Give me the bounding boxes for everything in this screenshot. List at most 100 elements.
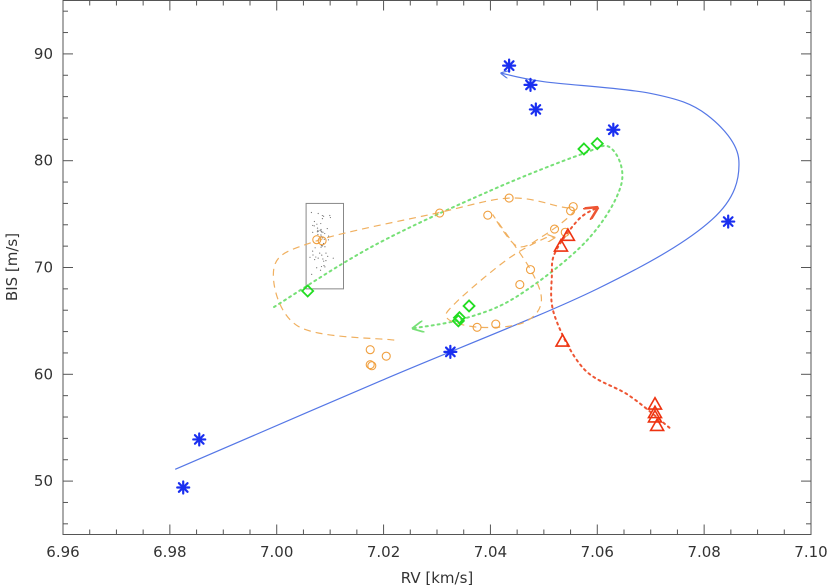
asterisk-marker: [502, 58, 517, 73]
triangle-marker: [553, 238, 569, 252]
scatter-dot: [317, 233, 319, 236]
diamonds-track: [273, 144, 624, 329]
x-axis: 6.96 6.98 7.00 7.02 7.04 7.06 7.08 7.10: [46, 0, 828, 561]
scatter-dot: [323, 260, 325, 262]
asterisk-marker: [443, 344, 458, 359]
scatter-dot: [316, 267, 318, 269]
scatter-dot: [312, 224, 314, 227]
x-tick-label: 7.10: [794, 543, 827, 561]
circle-marker: [504, 193, 514, 203]
circle-marker: [365, 360, 375, 370]
scatter-cloud: [309, 211, 334, 275]
scatter-dot: [323, 265, 325, 267]
scatter-dot: [322, 237, 324, 239]
x-tick-label: 7.02: [367, 543, 400, 561]
x-tick-label: 6.96: [46, 543, 79, 561]
scatter-dot: [314, 247, 316, 249]
circles-track: [272, 197, 575, 341]
x-tick-label: 7.08: [687, 543, 720, 561]
x-axis-title: RV [km/s]: [401, 569, 474, 587]
scatter-dot: [319, 229, 321, 231]
scatter-dot: [323, 238, 325, 240]
diamond-marker: [590, 136, 605, 151]
asterisk-marker: [721, 214, 736, 229]
triangle-marker: [647, 404, 663, 419]
triangle-marker: [560, 227, 576, 242]
scatter-dot: [313, 220, 315, 223]
scatter-dot: [320, 222, 322, 225]
scatter-dot: [322, 258, 324, 260]
diamond-marker: [300, 284, 315, 298]
y-tick-label: 50: [34, 472, 53, 490]
scatter-dot: [321, 214, 323, 217]
x-tick-label: 7.00: [260, 543, 293, 561]
circle-marker: [317, 236, 327, 246]
scatter-dot: [325, 260, 327, 262]
circle-marker: [568, 202, 578, 212]
y-tick-label: 80: [34, 152, 53, 170]
series-tracks: [174, 73, 740, 470]
scatter-dot: [324, 232, 326, 235]
scatter-dot: [313, 225, 315, 227]
circle-marker: [381, 351, 391, 361]
scatter-dot: [316, 231, 319, 233]
plot-frame: [62, 0, 812, 535]
scatter-dot: [319, 252, 321, 254]
circle-marker: [549, 224, 560, 234]
y-tick-label: 70: [34, 259, 53, 277]
scatter-dot: [321, 218, 324, 220]
diamond-marker: [462, 299, 476, 313]
circle-marker: [312, 235, 322, 245]
scatter-dot: [320, 228, 322, 231]
y-axis: 50 60 70 80 90: [34, 10, 811, 525]
scatter-dot: [319, 269, 322, 271]
scatter-dot: [327, 239, 330, 241]
scatter-dot: [320, 246, 322, 248]
asterisk-marker: [523, 77, 538, 92]
scatter-dot: [314, 258, 316, 261]
asterisk-marker: [528, 102, 543, 117]
scatter-dot: [315, 256, 317, 258]
asterisk-marker: [606, 122, 621, 137]
triangles-track: [550, 208, 671, 429]
scatter-dot: [320, 230, 322, 232]
scatter-dot: [322, 215, 325, 217]
circle-marker: [367, 361, 377, 371]
scatter-dot: [329, 216, 332, 219]
scatter-dot: [325, 252, 327, 254]
scatter-dot: [316, 227, 319, 229]
scatter-dot: [329, 214, 331, 217]
scatter-dot: [327, 255, 329, 257]
triangle-marker: [554, 333, 571, 347]
asterisks-track: [174, 73, 740, 470]
scatter-dot: [327, 235, 330, 237]
scatter-dot: [320, 234, 322, 236]
circle-marker: [365, 345, 375, 355]
asterisk-marker: [192, 432, 207, 447]
scatter-dot: [317, 257, 319, 259]
circle-marker: [483, 210, 493, 220]
scatter-dot: [324, 246, 326, 248]
diamond-marker: [577, 142, 591, 156]
scatter-dot: [324, 266, 326, 268]
scatter-dot: [312, 254, 314, 256]
circle-marker: [491, 319, 501, 329]
diamond-marker: [452, 310, 467, 325]
scatter-dot: [312, 231, 314, 233]
scatter-dot: [320, 265, 323, 268]
triangle-marker: [649, 417, 666, 432]
y-axis-title: BIS [m/s]: [3, 233, 21, 301]
scatter-dot: [309, 256, 311, 258]
scatter-dot: [316, 223, 318, 225]
circle-marker: [515, 280, 525, 290]
scatter-dot: [321, 254, 323, 256]
y-tick-label: 90: [34, 45, 53, 63]
scatter-dot: [322, 242, 325, 245]
scatter-dot: [312, 250, 314, 252]
scatter-dot: [321, 245, 324, 247]
x-tick-label: 7.04: [474, 543, 507, 561]
series-markers: [176, 58, 736, 495]
scatter-dot: [310, 211, 313, 214]
circle-marker: [525, 265, 536, 275]
